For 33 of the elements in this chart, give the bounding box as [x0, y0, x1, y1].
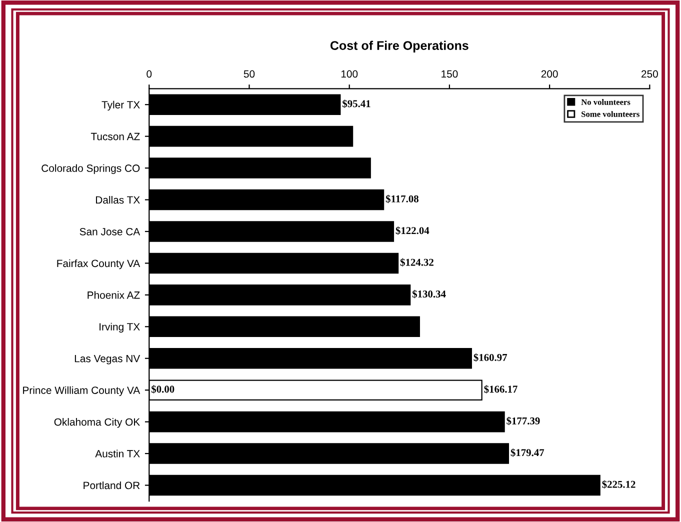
x-tick-label: 150	[442, 70, 458, 78]
data-label: $0.00	[152, 385, 174, 394]
y-tick-label: Fairfax County VA	[57, 259, 140, 270]
data-label: $166.17	[484, 385, 518, 394]
y-tick-label: Tyler TX	[102, 100, 140, 111]
y-tick-label: Colorado Springs CO	[42, 164, 140, 174]
x-tick-label: 250	[642, 70, 658, 78]
legend-label: No volunteers	[581, 99, 630, 105]
x-tick-label: 50	[244, 70, 255, 78]
data-label: $177.39	[506, 416, 540, 426]
data-label: $95.41	[342, 100, 370, 108]
y-tick-label: Portland OR	[84, 481, 140, 490]
x-tick-label: 100	[341, 70, 358, 78]
legend-label: Some volunteers	[582, 111, 640, 117]
y-tick-label: Austin TX	[95, 450, 140, 458]
y-tick-label: Tucson AZ	[90, 132, 140, 140]
y-tick-label: Las Vegas NV	[74, 354, 140, 364]
data-label: $124.32	[400, 258, 434, 267]
y-tick-label: Prince William County VA	[23, 386, 140, 396]
data-label: $179.47	[510, 448, 544, 457]
data-label: $225.12	[602, 480, 636, 489]
data-label: $130.34	[412, 290, 446, 298]
y-tick-label: Irving TX	[100, 322, 140, 333]
y-tick-label: Oklahoma City OK	[54, 418, 140, 428]
x-tick-label: 200	[541, 70, 558, 78]
data-label: $117.08	[386, 194, 418, 204]
data-label: $122.04	[396, 226, 430, 235]
y-tick-label: Dallas TX	[96, 196, 140, 204]
y-tick-label: Phoenix AZ	[88, 291, 140, 299]
data-label: $160.97	[474, 353, 508, 362]
x-tick-label: 0	[146, 70, 152, 78]
y-tick-label: San Jose CA	[80, 228, 140, 236]
chart-title: Cost of Fire Operations	[330, 40, 468, 52]
